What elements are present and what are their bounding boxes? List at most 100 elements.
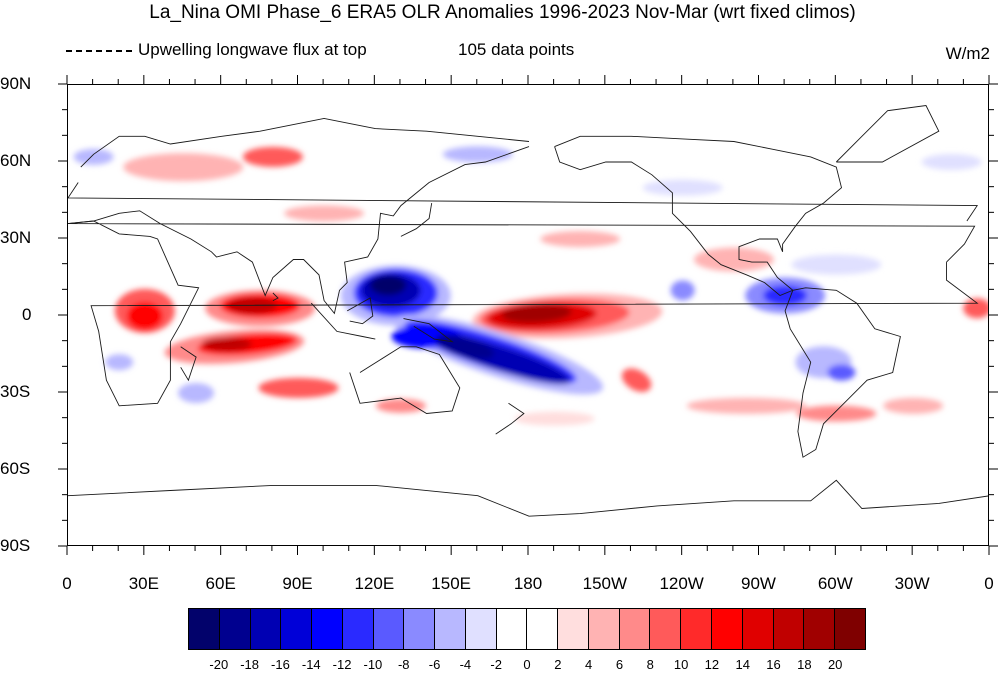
colorbar-swatch [312, 609, 343, 649]
lon-tick-label: 90W [741, 574, 776, 593]
anomaly-patch [375, 398, 426, 413]
lat-tick-label: 60S [0, 459, 31, 478]
colorbar-swatch [742, 609, 774, 649]
colorbar [188, 608, 866, 650]
dash-legend: Upwelling longwave flux at top [66, 40, 367, 60]
colorbar-swatch [527, 609, 559, 649]
colorbar-label: -10 [363, 657, 383, 672]
colorbar-swatch [835, 609, 865, 649]
colorbar-swatch [250, 609, 282, 649]
lon-tick-label: 180 [513, 574, 543, 593]
anomaly-patch [284, 205, 365, 222]
anomaly-patch [621, 368, 652, 392]
colorbar-label: -8 [397, 657, 410, 672]
lon-tick-label: 120W [659, 574, 704, 593]
anomaly-patch [105, 354, 134, 371]
anomaly-patch [540, 231, 621, 247]
anomaly-patch [201, 337, 252, 352]
colorbar-swatch [219, 609, 251, 649]
colorbar-label: 12 [704, 657, 720, 672]
colorbar-label: -18 [240, 657, 260, 672]
dashed-line-icon [66, 49, 132, 52]
anomaly-patch [242, 146, 303, 167]
coast-eurasia-north [80, 117, 530, 168]
lon-tick-label: 0 [984, 574, 994, 593]
colorbar-label: 14 [735, 657, 750, 672]
units-label: W/m2 [945, 44, 990, 63]
chart-title: La_Nina OMI Phase_6 ERA5 OLR Anomalies 1… [149, 2, 856, 23]
colorbar-swatch [558, 609, 589, 649]
colorbar-swatch [465, 609, 497, 649]
coast-sri-lanka [272, 292, 279, 302]
colorbar-label: 18 [797, 657, 812, 672]
lat-tick-label: 90S [0, 536, 31, 555]
lon-tick-label: 30W [894, 574, 930, 593]
colorbar-swatch [773, 609, 805, 649]
lat-tick-label: 60N [0, 151, 32, 170]
colorbar-swatch [588, 609, 620, 649]
coast-new-guinea [403, 318, 454, 343]
colorbar-swatch [619, 609, 651, 649]
colorbar-label: 6 [615, 657, 624, 672]
colorbar-label: -14 [301, 657, 321, 672]
anomaly-patch [501, 304, 572, 323]
anomaly-patch [921, 154, 982, 170]
lon-tick-label: 120E [354, 574, 395, 593]
dash-legend-label: Upwelling longwave flux at top [138, 40, 367, 59]
lon-tick-label: 60W [817, 574, 853, 593]
colorbar-swatch [435, 609, 466, 649]
anomaly-map [68, 105, 988, 517]
anomaly-patch [123, 153, 244, 182]
coast-new-zealand [495, 402, 525, 435]
colorbar-label: -16 [271, 657, 290, 672]
lat-tick-label: 30S [0, 382, 31, 401]
anomaly-patch [178, 383, 215, 403]
anomaly-patch [370, 275, 407, 296]
coast-north-america [554, 135, 843, 297]
lon-tick-label: 30E [128, 574, 159, 593]
data-points-label: 105 data points [458, 40, 575, 59]
colorbar-swatch [281, 609, 313, 649]
colorbar-label: -4 [459, 657, 472, 672]
anomaly-patch [73, 148, 114, 165]
colorbar-label: 20 [827, 657, 843, 672]
anomaly-patch [686, 397, 807, 414]
colorbar-swatch [496, 609, 528, 649]
anomaly-patch [126, 302, 163, 330]
lon-tick-label: 150W [582, 574, 628, 593]
anomaly-patch [796, 405, 877, 422]
anomaly-patch [693, 247, 774, 272]
lon-tick-label: 0 [62, 574, 72, 593]
anomaly-patch [258, 377, 339, 398]
anomaly-patch [227, 297, 278, 314]
map-panel [67, 84, 989, 546]
lon-tick-label: 150E [431, 574, 471, 593]
coast-eurasia-south [68, 146, 530, 315]
colorbar-swatch [650, 609, 682, 649]
lat-tick-label: 90N [0, 74, 32, 93]
colorbar-label: -2 [490, 657, 502, 672]
coast-antarctica [68, 479, 988, 517]
coast-europe-west [68, 182, 979, 222]
colorbar-swatch [712, 609, 743, 649]
colorbar-label: -12 [332, 657, 352, 672]
lon-tick-label: 60E [205, 574, 236, 593]
coast-greenland [835, 105, 940, 163]
coast-indonesia [310, 302, 376, 340]
colorbar-label: 8 [646, 657, 654, 672]
colorbar-label: 0 [523, 657, 531, 672]
coast-japan [400, 203, 433, 237]
coast-australia [349, 346, 461, 414]
coast-south-america [784, 287, 901, 458]
anomaly-patch [827, 364, 856, 381]
coast-borneo [346, 297, 374, 325]
colorbar-label: 16 [766, 657, 781, 672]
colorbar-swatch [681, 609, 713, 649]
lat-tick-label: 0 [22, 305, 32, 324]
coast-madagascar [180, 346, 197, 382]
colorbar-label: -6 [428, 657, 441, 672]
colorbar-label: 2 [554, 657, 562, 672]
colorbar-swatch [342, 609, 374, 649]
anomaly-patch [670, 280, 695, 301]
